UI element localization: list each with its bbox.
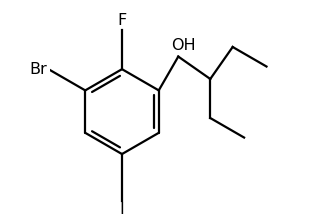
Text: OH: OH — [171, 38, 196, 53]
Text: I: I — [120, 202, 124, 218]
Text: Br: Br — [29, 62, 47, 77]
Text: F: F — [117, 13, 127, 28]
